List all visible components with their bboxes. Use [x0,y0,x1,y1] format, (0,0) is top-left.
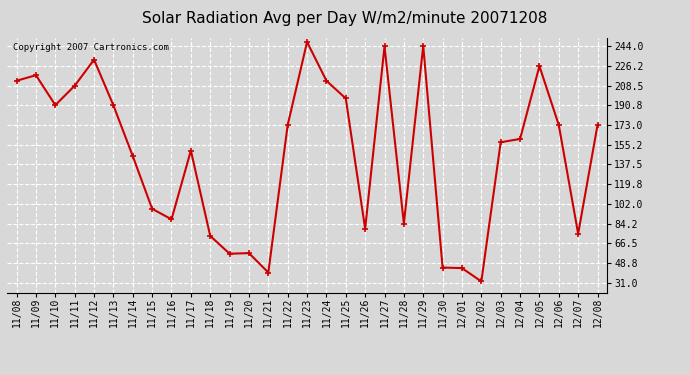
Text: Copyright 2007 Cartronics.com: Copyright 2007 Cartronics.com [13,43,169,52]
Text: Solar Radiation Avg per Day W/m2/minute 20071208: Solar Radiation Avg per Day W/m2/minute … [142,11,548,26]
